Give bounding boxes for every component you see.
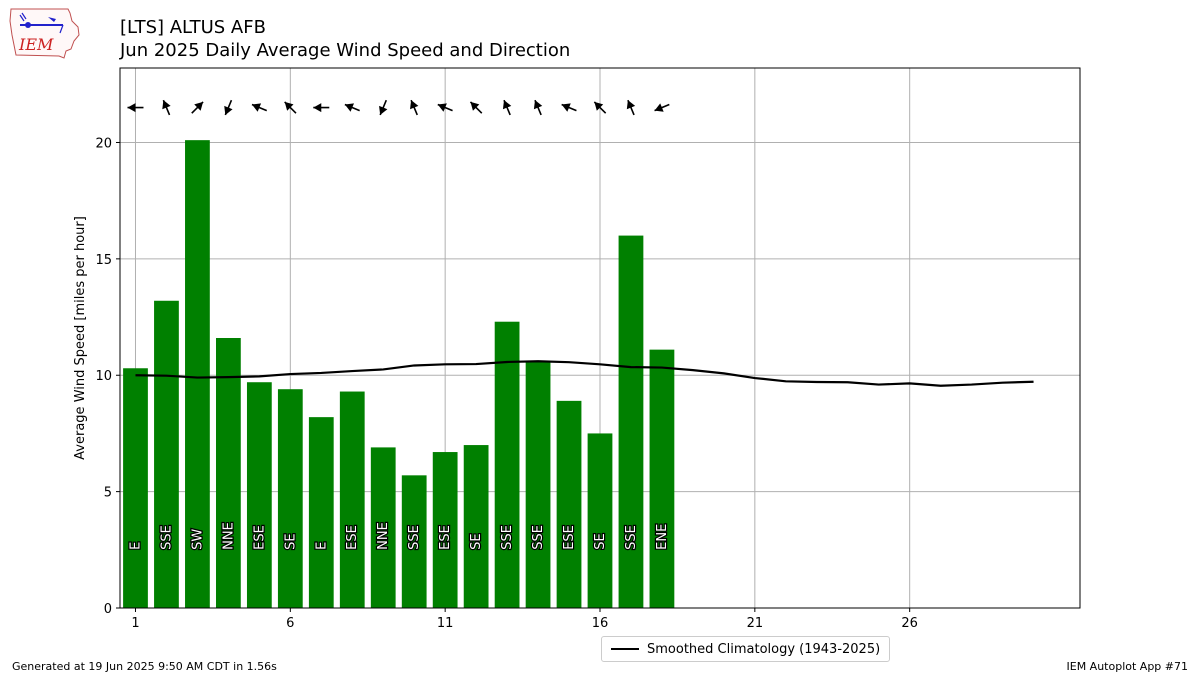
iem-logo: IEM	[9, 8, 80, 59]
wind-arrow-head	[284, 101, 294, 111]
wind-arrow-day-4	[224, 99, 233, 116]
direction-label: SE	[283, 533, 298, 549]
wind-arrow-day-1	[127, 103, 144, 113]
wind-arrow-day-11	[437, 103, 453, 112]
direction-label: SSE	[500, 525, 515, 550]
x-tick-label: 16	[592, 616, 609, 631]
y-tick-label: 15	[95, 253, 112, 268]
direction-label: SE	[593, 533, 608, 549]
wind-arrow-day-2	[162, 99, 171, 116]
bar-day-10	[401, 475, 427, 608]
wind-arrow-head	[379, 105, 388, 115]
bar-day-7	[308, 417, 334, 608]
wind-arrow-head	[224, 105, 233, 115]
bar-day-12	[463, 445, 489, 608]
wind-arrow-head	[561, 103, 571, 112]
wind-arrow-day-18	[654, 103, 670, 112]
bar-day-2	[154, 300, 179, 608]
wind-arrow-head	[626, 100, 636, 110]
wind-arrow-day-15	[561, 103, 577, 112]
x-tick-label: 6	[286, 616, 294, 631]
bar-day-17	[618, 235, 644, 608]
direction-label: SE	[469, 533, 484, 549]
x-tick-label: 21	[747, 616, 764, 631]
app-credit: IEM Autoplot App #71	[1066, 660, 1189, 673]
wind-arrow-head	[251, 103, 262, 112]
y-tick-label: 5	[104, 486, 112, 501]
direction-label: E	[314, 542, 329, 550]
bar-day-16	[587, 433, 613, 608]
chart-title: Jun 2025 Daily Average Wind Speed and Di…	[120, 40, 571, 61]
direction-label: SSE	[624, 525, 639, 550]
wind-arrow-head	[654, 103, 664, 112]
wind-arrow-head	[470, 101, 480, 111]
wind-arrow-day-8	[344, 103, 360, 112]
legend-line-swatch	[611, 648, 639, 650]
x-tick-label: 26	[901, 616, 918, 631]
wind-arrow-head	[502, 100, 512, 110]
wind-arrow-day-12	[469, 101, 483, 114]
generated-timestamp: Generated at 19 Jun 2025 9:50 AM CDT in …	[12, 660, 277, 673]
wind-arrow-head	[533, 100, 543, 110]
wind-arrow-day-16	[593, 101, 607, 114]
wind-arrow-day-13	[502, 99, 512, 116]
y-tick-label: 20	[95, 136, 112, 151]
x-tick-label: 11	[437, 616, 454, 631]
bar-day-15	[556, 400, 582, 608]
wind-arrow-day-17	[626, 99, 636, 116]
direction-label: ESE	[252, 525, 267, 550]
logo-text: IEM	[18, 35, 54, 54]
bar-day-13	[494, 321, 520, 608]
direction-label: ESE	[562, 525, 577, 550]
iowa-state-outline	[9, 8, 80, 59]
wind-arrow-day-14	[533, 99, 543, 116]
bar-day-3	[185, 140, 210, 609]
wind-arrow-head	[344, 103, 354, 112]
wind-arrow-day-9	[379, 99, 388, 116]
wind-arrow-day-7	[313, 103, 330, 113]
wind-arrow-head	[162, 100, 171, 110]
y-tick-label: 10	[95, 369, 112, 384]
wind-arrow-head	[127, 103, 136, 113]
wind-arrow-head	[313, 103, 322, 113]
bar-day-6	[277, 389, 303, 608]
chart-title-station: [LTS] ALTUS AFB	[120, 17, 266, 38]
wind-arrow-head	[594, 101, 604, 111]
wind-arrow-day-10	[410, 99, 419, 116]
chart-legend: Smoothed Climatology (1943-2025)	[601, 636, 891, 662]
direction-label: SSE	[407, 525, 422, 550]
direction-label: ESE	[438, 525, 453, 550]
direction-label: ENE	[655, 524, 670, 550]
legend-label-climatology: Smoothed Climatology (1943-2025)	[647, 641, 881, 657]
bar-day-18	[649, 349, 675, 608]
direction-label: ESE	[345, 525, 360, 550]
wind-arrow-head	[410, 100, 419, 110]
direction-label: SW	[190, 529, 205, 550]
wind-arrow-day-5	[251, 103, 268, 112]
y-axis-label: Average Wind Speed [miles per hour]	[73, 216, 88, 460]
bar-day-1	[123, 368, 148, 608]
bar-day-9	[370, 447, 396, 608]
bar-day-14	[525, 361, 551, 608]
wind-arrow-head	[194, 101, 204, 111]
direction-label: SSE	[159, 525, 174, 550]
bar-day-8	[339, 391, 365, 608]
direction-label: NNE	[376, 522, 391, 550]
wind-arrow-day-6	[284, 101, 297, 114]
x-tick-label: 1	[131, 616, 139, 631]
direction-label: NNE	[221, 522, 236, 550]
bar-day-4	[216, 338, 241, 608]
direction-label: E	[128, 542, 143, 550]
climatology-line	[135, 360, 1034, 387]
y-tick-label: 0	[104, 602, 112, 617]
bar-day-5	[246, 382, 272, 608]
bar-day-11	[432, 452, 458, 608]
direction-label: SSE	[531, 525, 546, 550]
wind-arrow-head	[437, 103, 447, 112]
wind-arrow-day-3	[191, 101, 204, 114]
